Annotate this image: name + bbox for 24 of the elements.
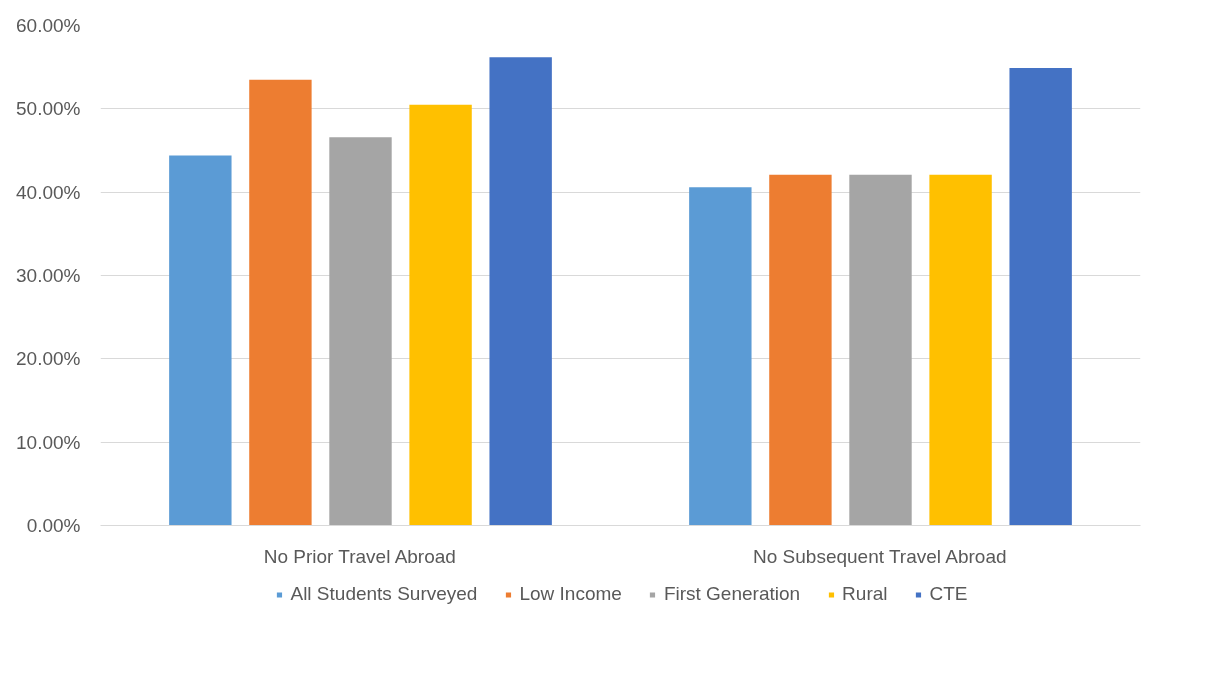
y-tick-label: 0.00% (26, 515, 81, 536)
y-tick-label: 50.00% (16, 98, 81, 120)
bar (1009, 68, 1072, 526)
y-tick-label: 40.00% (16, 181, 81, 203)
y-tick-label: 30.00% (16, 265, 81, 286)
bar (169, 155, 232, 526)
bar (689, 187, 752, 526)
bar (849, 174, 912, 526)
bar (769, 174, 832, 526)
y-tick-label: 10.00% (16, 431, 81, 453)
bar (489, 57, 552, 526)
bar (929, 174, 992, 526)
y-tick-label: 20.00% (16, 348, 81, 370)
x-tick-label: No Subsequent Travel Abroad (753, 545, 1007, 567)
y-tick-label: 60.00% (16, 15, 81, 36)
bar (249, 79, 312, 526)
legend-label: Rural (842, 583, 888, 605)
legend-label: First Generation (663, 583, 801, 605)
legend-label: Low Income (519, 583, 622, 605)
legend-label: CTE (929, 583, 968, 605)
x-tick-label: No Prior Travel Abroad (263, 545, 456, 567)
bar (409, 104, 472, 526)
legend-label: All Students Surveyed (290, 583, 478, 605)
bar (329, 137, 392, 526)
